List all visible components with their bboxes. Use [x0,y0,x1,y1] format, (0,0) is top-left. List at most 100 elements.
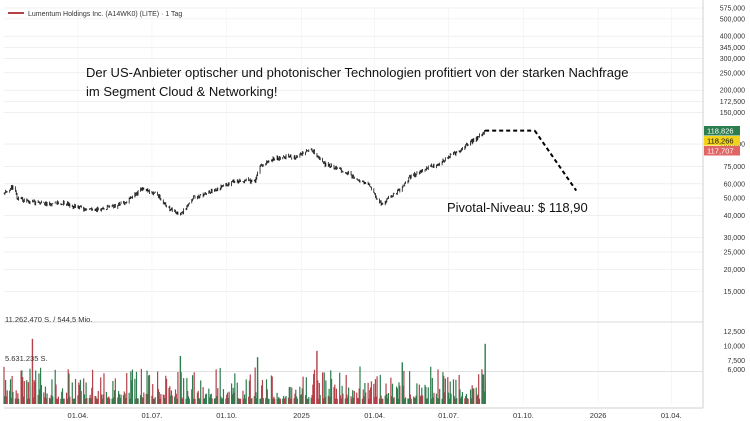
symbol-header[interactable]: Lumentum Holdings Inc. (A14WK0) (LITE) ·… [8,11,182,18]
volume-bar [347,397,349,404]
price-tick-label: 500,000 [720,16,745,23]
volume-bar [146,370,148,404]
volume-bar [255,392,257,404]
volume-bar [204,398,206,404]
volume-bar [62,398,64,404]
volume-bar [186,378,188,404]
volume-bar [111,398,113,404]
price-tag-box [704,146,740,156]
volume-bar [282,398,284,404]
volume-tick-label: 6,000 [727,367,745,374]
volume-bar [449,381,451,404]
volume-bar [443,375,445,404]
volume-bar [9,390,11,404]
volume-bar [310,397,312,404]
volume-bar [71,382,73,404]
volume-bar [444,378,446,404]
volume-bar [334,384,336,404]
volume-bar [154,397,156,404]
volume-bar [213,398,216,404]
volume-bars [3,338,486,404]
volume-bar [34,381,36,404]
volume-bar [293,398,295,404]
volume-bar [374,396,376,404]
volume-bar [35,370,37,404]
volume-bar [183,378,185,404]
volume-bar [421,387,423,404]
volume-bar [20,370,22,404]
price-axis[interactable]: 575,000 500,000 400,000 345,000 300,000 250,0… [720,6,745,297]
volume-tick-label: 10,000 [724,344,746,351]
volume-bar [113,397,115,404]
volume-bar [124,393,126,404]
volume-bar [140,368,142,404]
volume-bar [129,398,131,404]
volume-bar [426,398,429,404]
volume-bar [22,396,25,404]
volume-bar [237,398,239,404]
volume-bar [222,398,224,404]
volume-bar [39,389,41,404]
volume-bar [239,398,242,404]
volume-bar [465,396,467,404]
volume-bar [283,395,285,404]
volume-bar [239,398,241,404]
time-tick-label: 01.07. [438,411,459,420]
price-tick-label: 575,000 [720,6,745,13]
volume-bar [39,367,42,404]
volume-bar [266,389,268,404]
volume-bar [128,392,130,404]
volume-bar [328,388,330,404]
price-tag-text: 117,707 [707,147,734,156]
volume-bar [375,396,377,404]
volume-bar [413,396,415,404]
volume-bar [123,391,125,404]
volume-bar [54,369,56,404]
volume-bar [176,398,178,404]
volume-bar [131,369,134,404]
volume-bar [250,398,252,404]
price-tick-label: 250,000 [720,70,745,77]
volume-bar [117,397,119,404]
volume-tick-label: 12,500 [724,329,746,336]
time-axis[interactable]: 01.04. 01.07. 01.10. 2025 01.04. 01.07. 01.10.… [68,411,682,420]
volume-bar [327,395,329,404]
volume-bar [439,388,441,404]
volume-bar [256,357,259,404]
volume-bar [182,398,184,404]
volume-bar [194,398,196,404]
volume-bar [122,395,125,404]
volume-bar [313,373,315,404]
volume-bar [443,392,446,404]
volume-bar [399,385,401,404]
volume-bar [114,378,116,404]
volume-bar [313,369,316,404]
volume-bar [22,377,24,404]
volume-bar [152,384,154,404]
volume-bar [107,397,109,404]
price-tick-label: 200,000 [720,88,745,95]
price-series [3,129,486,216]
forecast-segment [533,130,578,192]
pivot-level-label: Pivotal-Niveau: $ 118,90 [447,200,588,215]
price-tag-box [704,126,740,136]
volume-bar [305,377,307,404]
volume-bar [447,377,449,404]
volume-bar [254,367,256,404]
volume-bar [404,398,406,404]
volume-bar [80,391,82,404]
volume-bar [345,374,347,404]
volume-bar [171,395,173,404]
volume-bar [442,372,444,404]
volume-bar [94,395,96,404]
volume-bar [454,398,456,404]
volume-bar [203,398,205,404]
volume-bar [424,384,426,404]
volume-bar [192,398,194,404]
volume-bar [277,398,279,404]
volume-bar [17,393,19,404]
volume-bar [384,395,386,404]
volume-bar [421,395,424,404]
